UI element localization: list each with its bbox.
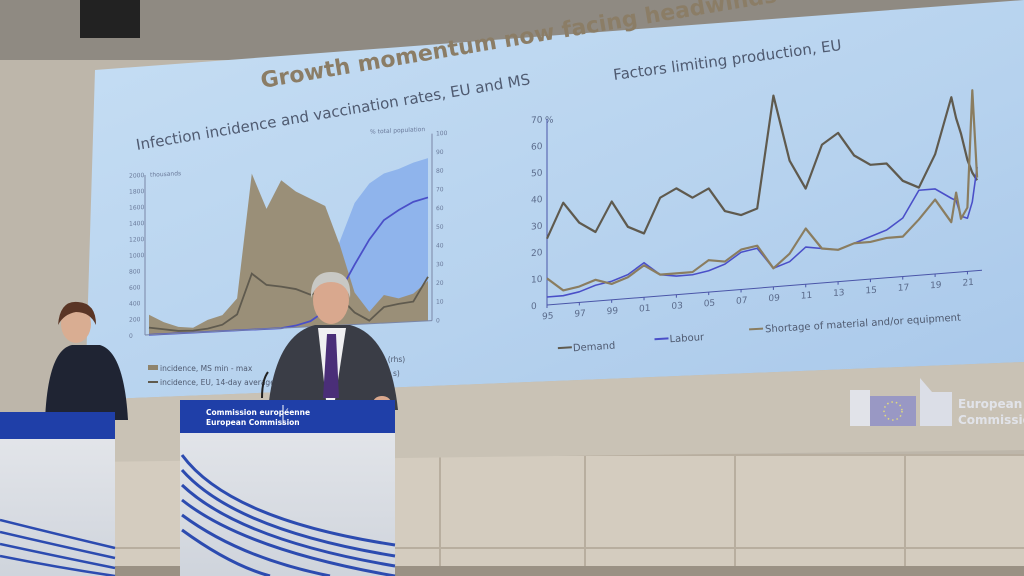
right-chart: % 0 10 20 30 40 50 60 70 95 97 99 01 03 05 07 09 11 13 15 1… — [531, 89, 982, 322]
center-podium-stripes — [180, 454, 396, 576]
left-chart-lhs-tick: 400 — [129, 300, 141, 308]
left-chart-legend: incidence, MS min - max incidence, EU, 1… — [148, 355, 405, 387]
right-chart-y-tick: 10 — [531, 275, 543, 286]
center-podium-band — [180, 400, 395, 433]
left-chart-incidence-ms-area — [149, 173, 428, 335]
right-chart-x-tick: 95 — [542, 311, 553, 322]
left-chart-lhs-tick: 1800 — [129, 188, 144, 196]
left-chart-rhs-tick: 50 — [436, 224, 444, 231]
left-chart-lhs-tick: 2000 — [129, 172, 144, 180]
left-chart-rhs-tick: 80 — [436, 167, 444, 174]
right-chart-x-tick: 19 — [930, 280, 942, 291]
left-chart-rhs-tick: 10 — [436, 298, 444, 305]
left-chart: thousands % total population 02004006008… — [129, 126, 448, 340]
left-chart-rhs-tick: 30 — [436, 261, 444, 268]
woman-hair — [58, 301, 96, 325]
woman-face — [61, 305, 91, 343]
right-chart-x-tick: 07 — [736, 296, 747, 307]
right-chart-x-tick: 03 — [671, 301, 682, 312]
right-chart-series-demand — [546, 94, 979, 239]
legend-max-rhs: max (rhs) — [369, 355, 405, 364]
right-chart-y-tick: 30 — [531, 222, 543, 233]
left-chart-lhs-tick: 0 — [129, 333, 133, 340]
right-chart-y-tick: 20 — [531, 248, 543, 259]
right-chart-x-tick: 21 — [962, 278, 973, 289]
right-chart-x-tick: 17 — [898, 283, 909, 294]
left-chart-lhs-tick: 1400 — [129, 220, 144, 228]
left-chart-x-axis — [145, 320, 432, 336]
right-chart-series-labour — [547, 166, 978, 298]
right-chart-x-tick: 97 — [574, 309, 585, 320]
right-chart-x-tick: 09 — [768, 293, 780, 304]
right-chart-y-tick: 50 — [531, 168, 543, 179]
left-chart-lhs-unit: thousands — [150, 170, 181, 179]
left-chart-rhs-tick: 60 — [436, 205, 444, 212]
woman-speaker — [45, 301, 128, 420]
right-chart-x-tick: 11 — [801, 291, 812, 302]
left-chart-incidence-eu-line — [148, 272, 429, 332]
right-chart-x-tick: 13 — [833, 288, 844, 299]
screen-ec-logo: European Commission — [850, 378, 1024, 427]
left-chart-rhs-tick: 20 — [436, 280, 444, 287]
podium-label-fr: Commission européenne — [206, 408, 310, 417]
left-chart-rhs-tick: 90 — [436, 149, 444, 156]
right-chart-x-tick: 05 — [704, 299, 715, 310]
eu-flag-icon — [870, 396, 916, 426]
left-chart-vaccination-max-area — [149, 158, 428, 335]
left-chart-lhs-tick: 600 — [129, 284, 141, 292]
legend-incidence-ms: incidence, MS min - max — [160, 364, 253, 373]
woman-body — [45, 345, 128, 420]
right-chart-series-shortage — [546, 89, 979, 292]
left-chart-rhs-tick: 70 — [436, 186, 444, 193]
right-chart-y-tick: 60 — [531, 142, 543, 153]
left-podium-band — [0, 412, 115, 439]
left-chart-rhs-tick: 0 — [436, 317, 440, 324]
legend-incidence-eu: incidence, EU, 14-day average — [160, 378, 275, 387]
man-speaker — [261, 272, 398, 410]
left-chart-rhs-unit: % total population — [370, 126, 425, 136]
left-chart-lhs-tick: 1200 — [129, 236, 144, 244]
left-chart-lhs-tick: 800 — [129, 268, 141, 276]
legend-demand: Demand — [573, 341, 616, 355]
left-podium — [0, 412, 116, 576]
left-chart-rhs-tick: 100 — [436, 130, 448, 138]
legend-swatch-demand — [557, 346, 572, 350]
right-chart-y-tick: 0 — [531, 302, 537, 312]
legend-rhs-fragment: s) — [393, 369, 400, 378]
ceiling-light — [80, 0, 140, 38]
legend-swatch-labour — [654, 337, 669, 341]
screen-logo-line2: Commission — [958, 413, 1024, 427]
right-chart-x-axis — [547, 269, 982, 306]
logo-building-left — [850, 390, 870, 426]
right-chart-y-tick: 40 — [531, 195, 543, 206]
legend-swatch-mm — [148, 365, 158, 370]
microphone-icon — [261, 371, 269, 399]
stage-floor — [0, 566, 1024, 576]
left-chart-rhs-tick: 40 — [436, 242, 444, 249]
right-chart-unit: % — [545, 115, 554, 126]
right-chart-x-tick: 15 — [865, 286, 876, 297]
screen-logo-line1: European — [958, 397, 1022, 411]
eu-stars-icon — [883, 401, 903, 421]
legend-labour: Labour — [669, 332, 705, 345]
man-hair — [310, 272, 351, 298]
lower-wall-panels — [0, 455, 1024, 576]
left-chart-lhs-tick: 1000 — [129, 252, 144, 260]
right-chart-y-tick: 70 — [531, 115, 543, 126]
left-podium-stripes — [0, 518, 116, 576]
legend-swatch-shortage — [749, 327, 764, 331]
right-chart-x-tick: 01 — [639, 304, 650, 315]
center-podium: Commission européenne European Commissio… — [180, 400, 396, 576]
man-tie — [323, 334, 339, 398]
left-chart-lhs-tick: 200 — [129, 316, 141, 324]
logo-building-right — [920, 378, 952, 426]
left-chart-lhs-tick: 1600 — [129, 204, 144, 212]
man-face — [313, 276, 349, 324]
right-chart-x-tick: 99 — [607, 306, 619, 317]
podium-label-en: European Commission — [206, 418, 300, 427]
